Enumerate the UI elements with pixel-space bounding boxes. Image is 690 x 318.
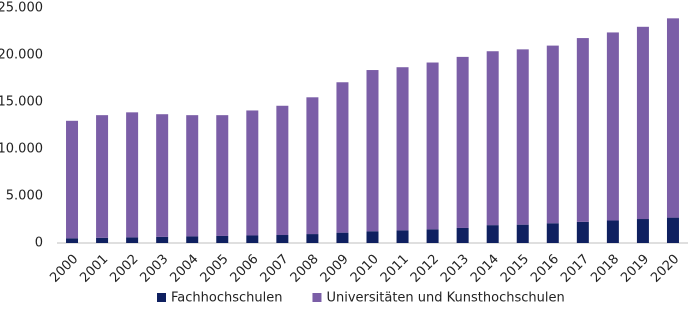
legend-label: Universitäten und Kunsthochschulen bbox=[326, 291, 564, 306]
bar-segment bbox=[636, 26, 649, 220]
bar-segment bbox=[426, 62, 439, 230]
x-tick-label: 2000 bbox=[47, 252, 81, 286]
bar-segment bbox=[246, 235, 259, 243]
bar-segment bbox=[96, 237, 109, 243]
y-tick-label: 5.000 bbox=[6, 189, 43, 204]
bar-segment bbox=[336, 82, 349, 233]
bar-segment bbox=[486, 51, 499, 226]
y-tick-label: 10.000 bbox=[0, 142, 43, 157]
x-tick-label: 2015 bbox=[498, 252, 532, 286]
bar-segment bbox=[546, 45, 559, 224]
bar-segment bbox=[216, 235, 229, 243]
bar-segment bbox=[336, 232, 349, 243]
x-tick-label: 2013 bbox=[438, 252, 472, 286]
bar-segment bbox=[126, 112, 139, 238]
bar-segment bbox=[186, 236, 199, 243]
x-tick-label: 2007 bbox=[258, 252, 292, 286]
bar-segment bbox=[636, 219, 649, 243]
legend-swatch bbox=[157, 293, 166, 302]
bar-segment bbox=[156, 236, 169, 243]
bar-segment bbox=[426, 229, 439, 243]
y-tick-label: 15.000 bbox=[0, 95, 43, 110]
bar-segment bbox=[126, 237, 139, 243]
bar-segment bbox=[96, 115, 109, 238]
bar-segment bbox=[216, 115, 229, 236]
x-tick-label: 2017 bbox=[558, 252, 592, 286]
x-tick-label: 2001 bbox=[77, 252, 111, 286]
x-tick-label: 2002 bbox=[107, 252, 141, 286]
bar-segment bbox=[576, 221, 589, 243]
bar-segment bbox=[486, 225, 499, 243]
bar-segment bbox=[396, 67, 409, 231]
bar-segment bbox=[546, 223, 559, 243]
bar-segment bbox=[366, 70, 379, 232]
y-tick-label: 25.000 bbox=[0, 1, 43, 16]
bar-segment bbox=[246, 110, 259, 236]
bar-segment bbox=[456, 56, 469, 228]
x-tick-label: 2004 bbox=[168, 252, 202, 286]
bar-segment bbox=[156, 114, 169, 237]
x-tick-label: 2009 bbox=[318, 252, 352, 286]
bar-segment bbox=[306, 234, 319, 243]
legend-label: Fachhochschulen bbox=[171, 291, 282, 306]
x-tick-label: 2006 bbox=[228, 252, 262, 286]
y-tick-label: 20.000 bbox=[0, 48, 43, 63]
x-tick-label: 2014 bbox=[468, 252, 502, 286]
bar-segment bbox=[606, 220, 619, 243]
x-tick-label: 2008 bbox=[288, 252, 322, 286]
bar-segment bbox=[666, 217, 679, 243]
bar-segment bbox=[276, 105, 289, 236]
bar-segment bbox=[606, 32, 619, 221]
bar-segment bbox=[306, 97, 319, 235]
x-tick-label: 2016 bbox=[528, 252, 562, 286]
x-tick-label: 2020 bbox=[648, 252, 682, 286]
bar-segment bbox=[666, 18, 679, 218]
bar-segment bbox=[66, 120, 79, 239]
bar-segment bbox=[516, 224, 529, 243]
bar-segment bbox=[396, 230, 409, 243]
bar-segment bbox=[516, 49, 529, 225]
x-tick-label: 2011 bbox=[378, 252, 412, 286]
x-tick-label: 2012 bbox=[408, 252, 442, 286]
legend-swatch bbox=[312, 293, 322, 302]
bar-segment bbox=[66, 238, 79, 243]
bar-segment bbox=[186, 115, 199, 237]
bar-segment bbox=[276, 235, 289, 243]
bar-segment bbox=[576, 38, 589, 222]
bar-segment bbox=[456, 227, 469, 243]
x-tick-label: 2018 bbox=[588, 252, 622, 286]
x-tick-label: 2019 bbox=[618, 252, 652, 286]
x-tick-label: 2010 bbox=[348, 252, 382, 286]
x-tick-label: 2003 bbox=[137, 252, 171, 286]
x-tick-label: 2005 bbox=[198, 252, 232, 286]
bar-segment bbox=[366, 231, 379, 243]
y-tick-label: 0 bbox=[35, 236, 43, 251]
